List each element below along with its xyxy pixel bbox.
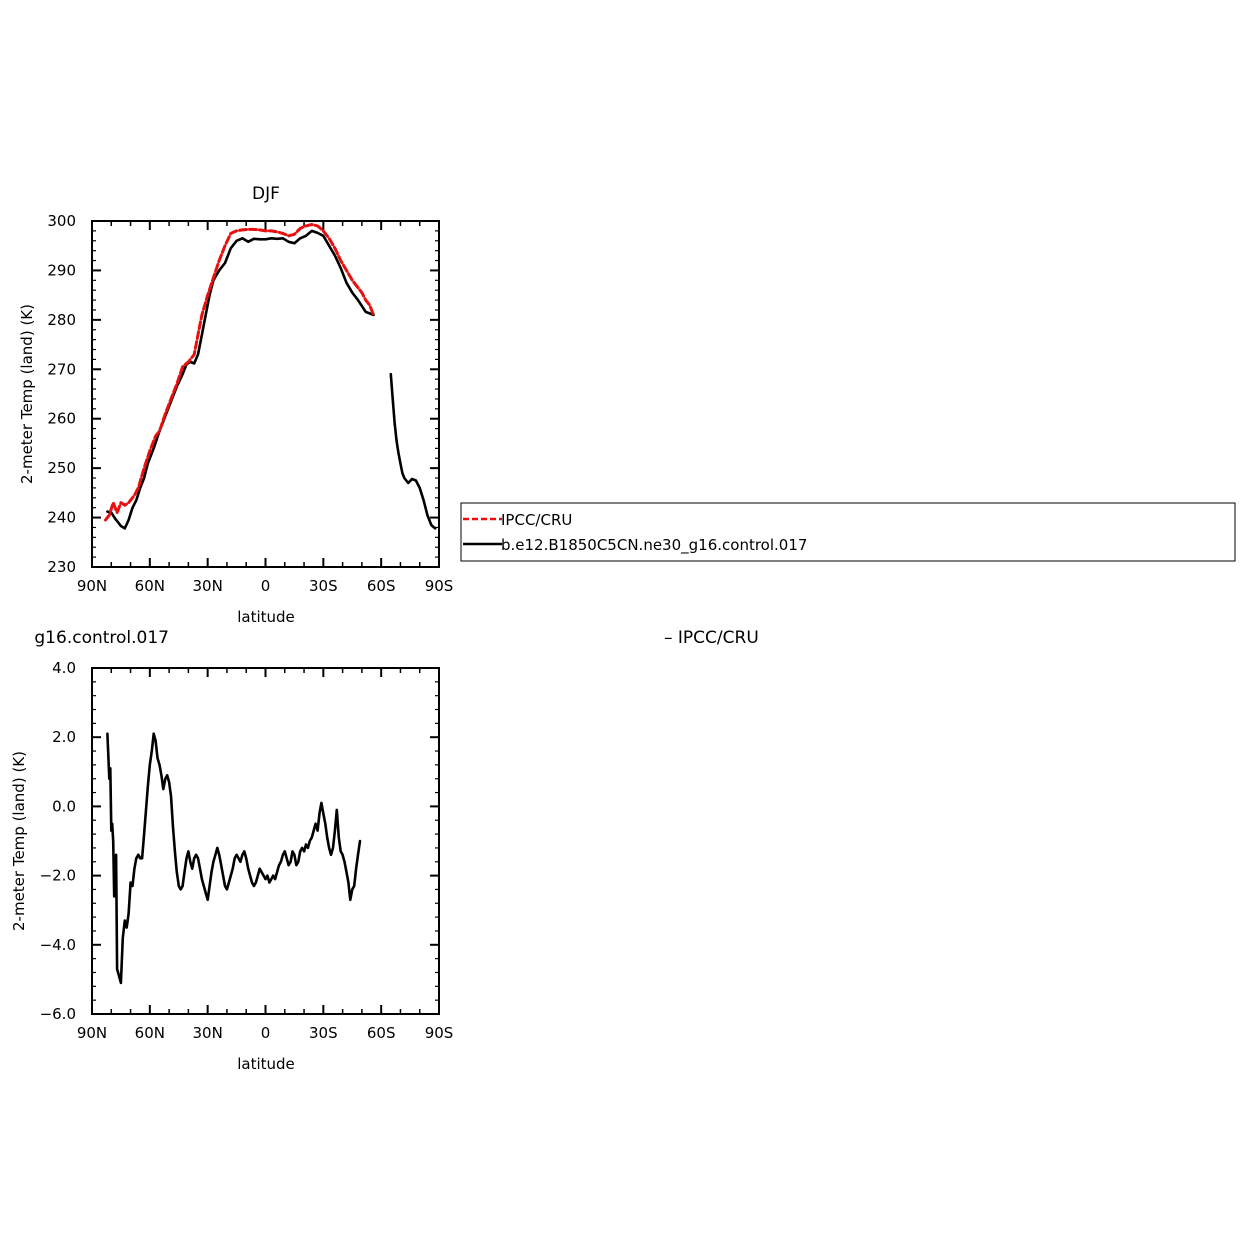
- bottom-ytick-label: −4.0: [40, 936, 76, 954]
- bottom-panel-series: [106, 732, 362, 985]
- top-series-line-model: [106, 229, 375, 530]
- top-panel-frame: [91, 220, 440, 568]
- top-ytick-label: 300: [47, 212, 76, 230]
- top-panel: DJF 2-meter Temp (land) (K) latitude 90N…: [18, 184, 453, 626]
- top-xtick-label: 60S: [367, 577, 396, 595]
- bottom-ytick-label: 2.0: [52, 728, 76, 746]
- bottom-panel-title-left: g16.control.017: [34, 628, 169, 648]
- bottom-ytick-label: −6.0: [40, 1005, 76, 1023]
- bottom-panel-ylabel: 2-meter Temp (land) (K): [10, 751, 28, 931]
- top-series-line-model: [389, 372, 437, 530]
- bottom-xtick-label: 0: [261, 1024, 271, 1042]
- top-series-line-ipcc: [104, 223, 375, 522]
- top-xtick-label: 30S: [309, 577, 338, 595]
- top-ytick-label: 260: [47, 410, 76, 428]
- bottom-ytick-label: 4.0: [52, 659, 76, 677]
- bottom-ytick-label: −2.0: [40, 867, 76, 885]
- legend-box: [460, 502, 1236, 562]
- bottom-panel: g16.control.017 – IPCC/CRU 2-meter Temp …: [10, 628, 759, 1073]
- bottom-panel-ticks: 90N 60N 30N 0 30S 60S 90S −6.0 −4.0 −2.0 0.0 2.0 4.0: [40, 659, 454, 1042]
- bottom-series-line-model: [106, 732, 362, 985]
- top-ytick-label: 250: [47, 459, 76, 477]
- top-ytick-label: 280: [47, 311, 76, 329]
- top-xtick-label: 30N: [193, 577, 223, 595]
- legend: IPCC/CRU b.e12.B1850C5CN.ne30_g16.contro…: [460, 502, 1236, 562]
- bottom-panel-frame: [91, 667, 440, 1015]
- top-xtick-label: 90S: [425, 577, 454, 595]
- top-ytick-label: 290: [47, 261, 76, 279]
- top-ytick-label: 240: [47, 509, 76, 527]
- top-panel-ylabel: 2-meter Temp (land) (K): [18, 304, 36, 484]
- legend-label-model: b.e12.B1850C5CN.ne30_g16.control.017: [501, 536, 807, 555]
- bottom-xtick-label: 30N: [193, 1024, 223, 1042]
- bottom-panel-xlabel: latitude: [237, 1055, 295, 1073]
- bottom-xtick-label: 60N: [135, 1024, 165, 1042]
- top-xtick-label: 90N: [77, 577, 107, 595]
- top-panel-series: [104, 223, 437, 530]
- top-ytick-label: 270: [47, 360, 76, 378]
- top-xtick-label: 0: [261, 577, 271, 595]
- bottom-panel-title-right: – IPCC/CRU: [664, 628, 759, 648]
- top-panel-title: DJF: [252, 184, 280, 204]
- legend-label-ipcc: IPCC/CRU: [501, 511, 572, 529]
- bottom-xtick-label: 30S: [309, 1024, 338, 1042]
- bottom-xtick-label: 90N: [77, 1024, 107, 1042]
- bottom-xtick-label: 60S: [367, 1024, 396, 1042]
- bottom-ytick-label: 0.0: [52, 797, 76, 815]
- top-xtick-label: 60N: [135, 577, 165, 595]
- bottom-xtick-label: 90S: [425, 1024, 454, 1042]
- top-panel-xlabel: latitude: [237, 608, 295, 626]
- top-ytick-label: 230: [47, 558, 76, 576]
